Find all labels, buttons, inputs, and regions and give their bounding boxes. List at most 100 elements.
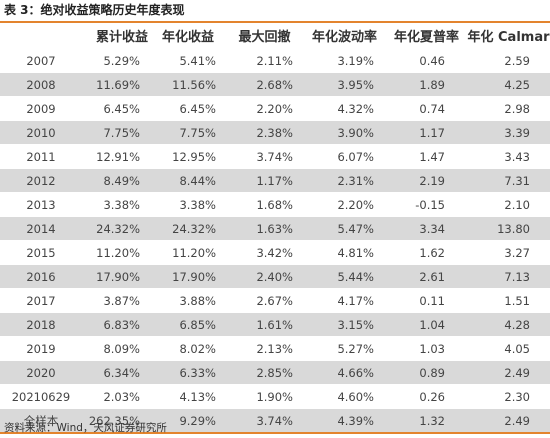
performance-table: 累计收益 年化收益 最大回撤 年化波动率 年化夏普率 年化 Calmar 200…: [0, 23, 550, 434]
cell-annual-volatility: 2.20%: [303, 192, 386, 217]
cell-annual-return: 5.41%: [150, 48, 226, 73]
cell-annual-volatility: 5.27%: [303, 336, 386, 361]
cell-max-drawdown: 2.67%: [226, 288, 303, 313]
cell-annual-return: 17.90%: [150, 264, 226, 289]
cell-period: 2009: [0, 96, 82, 121]
cell-period: 2013: [0, 192, 82, 217]
cell-cumulative-return: 12.91%: [82, 144, 150, 169]
cell-annual-sharpe: 1.89: [386, 72, 467, 97]
cell-max-drawdown: 2.85%: [226, 360, 303, 385]
cell-annual-calmar: 4.05: [467, 336, 550, 361]
table-row-total: 全样本 262.35% 9.29% 3.74% 4.39% 1.32 2.49: [0, 408, 550, 434]
cell-annual-calmar: 3.39: [467, 120, 550, 145]
cell-annual-calmar: 4.25: [467, 72, 550, 97]
cell-annual-sharpe: 1.47: [386, 144, 467, 169]
cell-annual-sharpe: 0.74: [386, 96, 467, 121]
cell-cumulative-return: 11.69%: [82, 72, 150, 97]
cell-cumulative-return: 6.45%: [82, 96, 150, 121]
cell-cumulative-return: 8.49%: [82, 168, 150, 193]
cell-cumulative-return: 5.29%: [82, 48, 150, 73]
cell-annual-calmar: 7.31: [467, 168, 550, 193]
table-title: 表 3：绝对收益策略历史年度表现: [4, 3, 185, 17]
cell-annual-return: 3.38%: [150, 192, 226, 217]
cell-annual-sharpe: -0.15: [386, 192, 467, 217]
cell-cumulative-return: 11.20%: [82, 240, 150, 265]
cell-annual-volatility: 4.81%: [303, 240, 386, 265]
cell-max-drawdown: 3.74%: [226, 408, 303, 434]
cell-cumulative-return: 6.34%: [82, 360, 150, 385]
cell-period: 2016: [0, 264, 82, 289]
cell-annual-return: 24.32%: [150, 216, 226, 241]
table-row: 2014 24.32% 24.32% 1.63% 5.47% 3.34 13.80: [0, 216, 550, 241]
cell-period: 20210629: [0, 384, 82, 409]
table-row: 2013 3.38% 3.38% 1.68% 2.20% -0.15 2.10: [0, 192, 550, 217]
cell-annual-sharpe: 1.62: [386, 240, 467, 265]
cell-annual-volatility: 4.17%: [303, 288, 386, 313]
table-row: 2010 7.75% 7.75% 2.38% 3.90% 1.17 3.39: [0, 120, 550, 145]
cell-period: 2019: [0, 336, 82, 361]
header-cell-annual-volatility: 年化波动率: [311, 30, 377, 45]
table-row: 2019 8.09% 8.02% 2.13% 5.27% 1.03 4.05: [0, 336, 550, 361]
cell-annual-sharpe: 3.34: [386, 216, 467, 241]
table-row: 2009 6.45% 6.45% 2.20% 4.32% 0.74 2.98: [0, 96, 550, 121]
cell-annual-calmar: 3.27: [467, 240, 550, 265]
cell-cumulative-return: 24.32%: [82, 216, 150, 241]
table-row: 2011 12.91% 12.95% 3.74% 6.07% 1.47 3.43: [0, 144, 550, 169]
header-cell-period: [0, 23, 82, 49]
title-rule: [0, 21, 550, 23]
header-cell-annual-calmar: 年化 Calmar: [467, 30, 550, 45]
cell-cumulative-return: 7.75%: [82, 120, 150, 145]
cell-period: 2008: [0, 72, 82, 97]
table-row: 2007 5.29% 5.41% 2.11% 3.19% 0.46 2.59: [0, 48, 550, 73]
cell-annual-return: 11.56%: [150, 72, 226, 97]
cell-annual-return: 9.29%: [150, 408, 226, 434]
cell-annual-sharpe: 1.04: [386, 312, 467, 337]
cell-annual-sharpe: 1.17: [386, 120, 467, 145]
header-cell-cumulative-return: 累计收益: [95, 30, 148, 45]
cell-annual-calmar: 2.49: [467, 360, 550, 385]
cell-annual-volatility: 3.95%: [303, 72, 386, 97]
cell-annual-calmar: 2.98: [467, 96, 550, 121]
cell-max-drawdown: 3.74%: [226, 144, 303, 169]
cell-annual-calmar: 2.59: [467, 48, 550, 73]
cell-annual-calmar: 13.80: [467, 216, 550, 241]
cell-annual-sharpe: 2.19: [386, 168, 467, 193]
source-note: 资料来源：Wind，天风证券研究所: [4, 422, 167, 434]
cell-annual-volatility: 3.15%: [303, 312, 386, 337]
cell-cumulative-return: 8.09%: [82, 336, 150, 361]
cell-annual-sharpe: 1.03: [386, 336, 467, 361]
cell-annual-sharpe: 0.46: [386, 48, 467, 73]
cell-cumulative-return: 262.35%: [82, 408, 150, 434]
cell-period: 2017: [0, 288, 82, 313]
table-row: 2016 17.90% 17.90% 2.40% 5.44% 2.61 7.13: [0, 264, 550, 289]
cell-period: 2015: [0, 240, 82, 265]
cell-annual-calmar: 3.43: [467, 144, 550, 169]
cell-annual-calmar: 7.13: [467, 264, 550, 289]
cell-annual-volatility: 4.66%: [303, 360, 386, 385]
cell-period: 2010: [0, 120, 82, 145]
cell-annual-calmar: 2.30: [467, 384, 550, 409]
cell-annual-volatility: 2.31%: [303, 168, 386, 193]
cell-annual-return: 12.95%: [150, 144, 226, 169]
cell-annual-return: 11.20%: [150, 240, 226, 265]
cell-annual-return: 3.88%: [150, 288, 226, 313]
cell-annual-sharpe: 0.11: [386, 288, 467, 313]
cell-annual-volatility: 5.47%: [303, 216, 386, 241]
cell-max-drawdown: 3.42%: [226, 240, 303, 265]
cell-max-drawdown: 2.38%: [226, 120, 303, 145]
table-row: 2020 6.34% 6.33% 2.85% 4.66% 0.89 2.49: [0, 360, 550, 385]
cell-max-drawdown: 2.68%: [226, 72, 303, 97]
table-row: 2018 6.83% 6.85% 1.61% 3.15% 1.04 4.28: [0, 312, 550, 337]
cell-period: 2018: [0, 312, 82, 337]
cell-max-drawdown: 2.40%: [226, 264, 303, 289]
cell-cumulative-return: 2.03%: [82, 384, 150, 409]
cell-annual-volatility: 3.90%: [303, 120, 386, 145]
cell-cumulative-return: 3.38%: [82, 192, 150, 217]
cell-annual-sharpe: 0.89: [386, 360, 467, 385]
cell-cumulative-return: 3.87%: [82, 288, 150, 313]
cell-cumulative-return: 17.90%: [82, 264, 150, 289]
cell-annual-volatility: 4.60%: [303, 384, 386, 409]
cell-annual-volatility: 3.19%: [303, 48, 386, 73]
cell-period: 2007: [0, 48, 82, 73]
cell-period: 2012: [0, 168, 82, 193]
